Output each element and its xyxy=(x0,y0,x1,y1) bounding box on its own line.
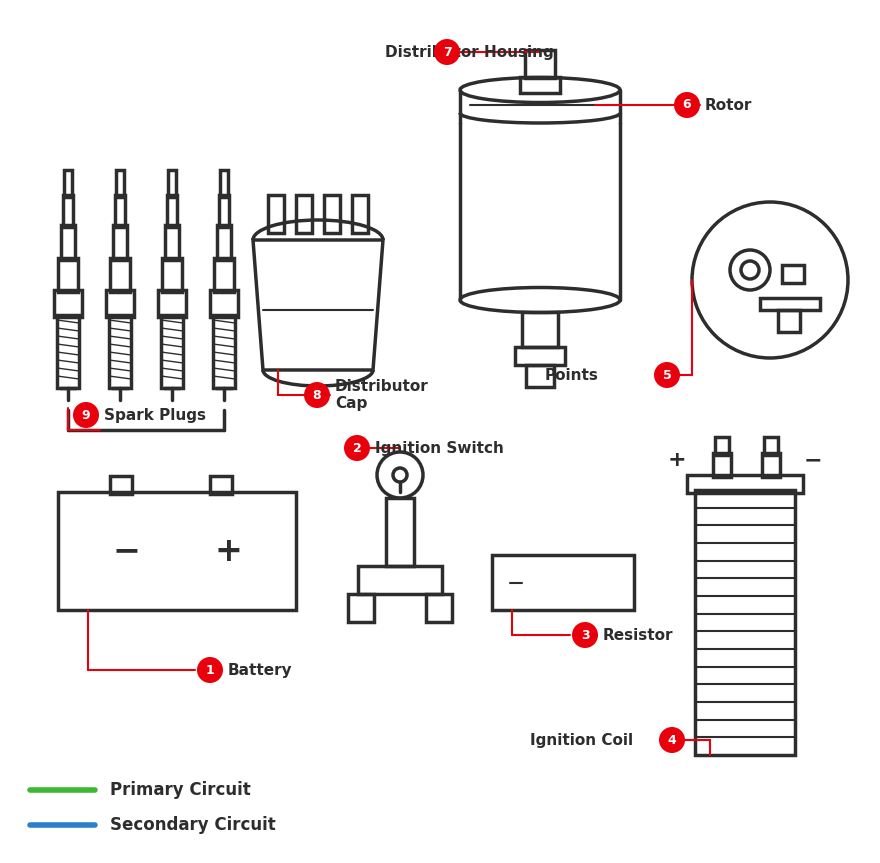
Text: Primary Circuit: Primary Circuit xyxy=(110,781,251,799)
Bar xyxy=(116,170,124,197)
Text: 3: 3 xyxy=(581,628,590,641)
Bar xyxy=(57,315,79,388)
Bar xyxy=(115,195,125,227)
Text: 5: 5 xyxy=(663,369,671,381)
Bar xyxy=(386,498,414,566)
Bar xyxy=(63,195,73,227)
Bar xyxy=(762,453,780,477)
Bar xyxy=(348,594,374,622)
Bar xyxy=(168,170,176,197)
Text: Distributor
Cap: Distributor Cap xyxy=(335,379,429,411)
Bar xyxy=(61,225,75,260)
Bar xyxy=(58,258,78,292)
Text: Ignition Switch: Ignition Switch xyxy=(375,440,504,456)
Text: 6: 6 xyxy=(683,98,692,111)
Text: Ignition Coil: Ignition Coil xyxy=(530,733,633,747)
Bar xyxy=(58,492,296,610)
Bar xyxy=(525,50,555,78)
Bar xyxy=(110,476,132,494)
Text: Spark Plugs: Spark Plugs xyxy=(104,407,206,423)
Bar xyxy=(324,195,340,233)
Bar xyxy=(515,347,565,365)
Circle shape xyxy=(659,727,685,753)
Text: +: + xyxy=(214,534,242,568)
Bar xyxy=(492,555,634,610)
Bar xyxy=(210,290,238,317)
Bar xyxy=(54,290,82,317)
Bar xyxy=(217,225,231,260)
Text: 1: 1 xyxy=(206,664,215,677)
Bar xyxy=(782,265,804,283)
Circle shape xyxy=(197,657,223,683)
Circle shape xyxy=(434,39,460,65)
Text: −: − xyxy=(112,534,140,568)
Circle shape xyxy=(674,92,700,118)
Bar xyxy=(715,437,729,455)
Text: 7: 7 xyxy=(443,46,451,59)
Bar xyxy=(161,315,183,388)
Bar xyxy=(113,225,127,260)
Circle shape xyxy=(73,402,99,428)
Text: 2: 2 xyxy=(353,442,362,455)
Text: Resistor: Resistor xyxy=(603,627,673,642)
Bar xyxy=(109,315,131,388)
Circle shape xyxy=(572,622,598,648)
Bar xyxy=(220,170,228,197)
Bar xyxy=(695,490,795,755)
Bar xyxy=(167,195,177,227)
Bar xyxy=(520,77,560,93)
Bar xyxy=(162,258,182,292)
Text: +: + xyxy=(668,450,686,470)
Bar xyxy=(352,195,368,233)
Bar xyxy=(214,258,234,292)
Bar xyxy=(110,258,130,292)
Bar xyxy=(687,475,803,493)
Circle shape xyxy=(344,435,370,461)
Bar xyxy=(158,290,186,317)
Text: Battery: Battery xyxy=(228,663,293,677)
Bar xyxy=(426,594,452,622)
Bar xyxy=(219,195,229,227)
Text: Points: Points xyxy=(545,368,599,382)
Text: Secondary Circuit: Secondary Circuit xyxy=(110,816,275,834)
Text: 8: 8 xyxy=(312,388,321,401)
Text: 9: 9 xyxy=(82,408,91,421)
Bar xyxy=(526,365,554,387)
Bar xyxy=(296,195,312,233)
Bar xyxy=(764,437,778,455)
Text: 4: 4 xyxy=(668,734,677,746)
Bar xyxy=(165,225,179,260)
Text: Rotor: Rotor xyxy=(705,98,752,112)
Bar xyxy=(358,566,442,594)
Bar xyxy=(760,298,820,310)
Circle shape xyxy=(304,382,330,408)
Bar xyxy=(64,170,72,197)
Bar xyxy=(106,290,134,317)
Bar xyxy=(210,476,232,494)
Bar xyxy=(268,195,284,233)
Bar xyxy=(778,310,800,332)
Bar xyxy=(522,312,558,347)
Text: Distributor Housing: Distributor Housing xyxy=(385,45,554,60)
Bar xyxy=(213,315,235,388)
Circle shape xyxy=(654,362,680,388)
Text: −: − xyxy=(803,450,822,470)
Bar xyxy=(713,453,731,477)
